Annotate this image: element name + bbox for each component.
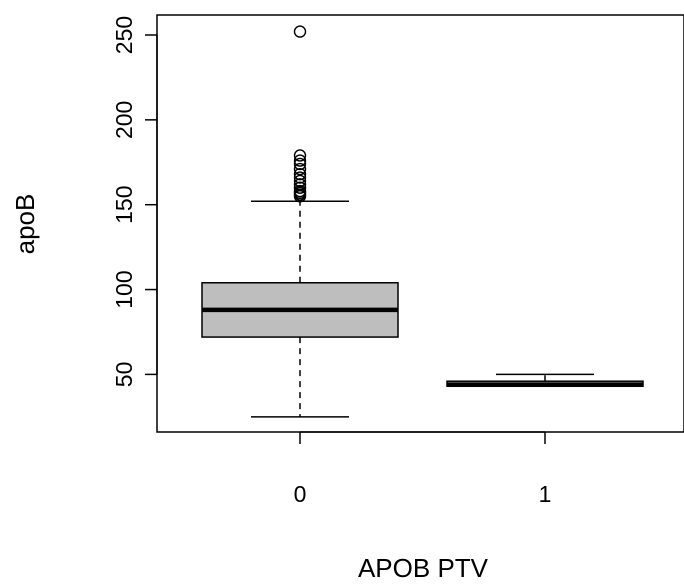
y-tick-label: 200 [111, 101, 137, 139]
y-tick-label: 250 [111, 16, 137, 54]
box-0 [201, 25, 399, 418]
y-axis-label: apoB [10, 194, 40, 255]
y-tick-label: 50 [111, 362, 137, 388]
outlier-point [293, 167, 307, 181]
x-tick-label: 1 [539, 481, 552, 507]
outlier-point [293, 171, 307, 184]
box-1 [446, 373, 644, 388]
outlier-point [293, 162, 307, 176]
y-axis: 50 100 150 200 250 [111, 16, 158, 388]
outlier-point [293, 178, 307, 191]
y-tick-label: 150 [111, 186, 137, 224]
box-group [201, 25, 644, 418]
outlier-point [293, 149, 307, 162]
plot-frame [156, 14, 684, 433]
outlier-point [293, 25, 307, 38]
x-tick-label: 0 [294, 481, 307, 507]
outlier-point [293, 184, 307, 198]
outlier-point [293, 181, 307, 194]
y-tick-label: 100 [111, 270, 137, 308]
x-axis-label: APOB PTV [358, 553, 489, 583]
outlier-point [293, 154, 307, 167]
outlier-point [293, 174, 307, 188]
outlier-point [293, 157, 307, 171]
